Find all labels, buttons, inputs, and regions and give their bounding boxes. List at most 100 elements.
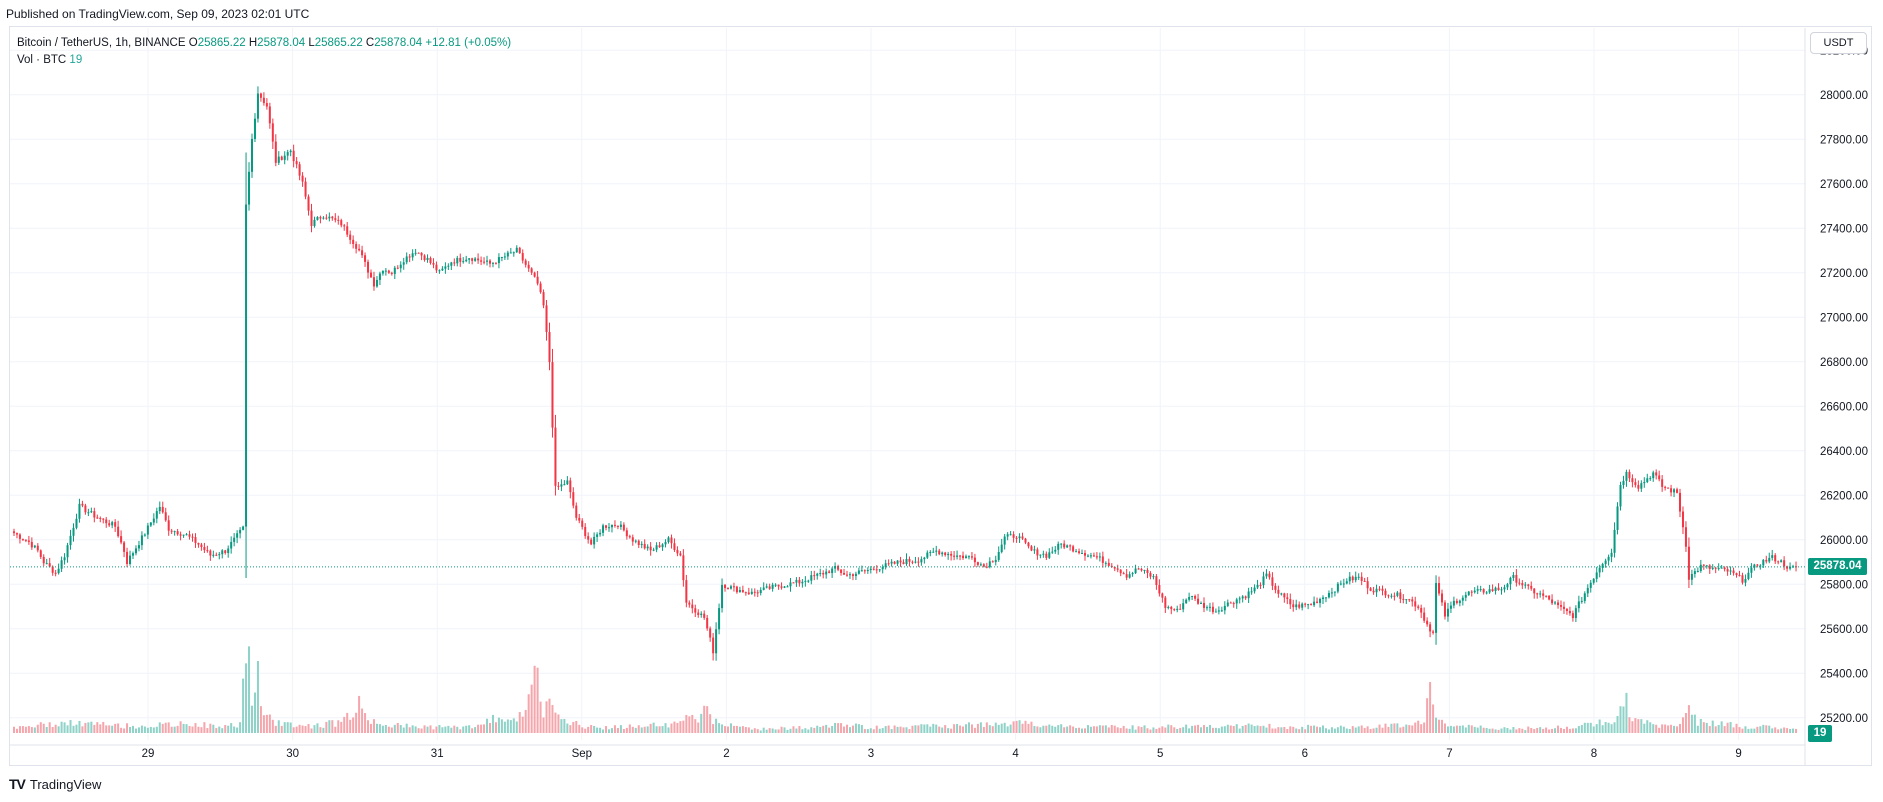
candle-body xyxy=(807,580,810,582)
volume-bar xyxy=(500,719,503,733)
volume-bar xyxy=(105,725,108,733)
volume-bar xyxy=(1628,717,1631,733)
volume-bar xyxy=(197,726,200,733)
candle-body xyxy=(792,582,795,584)
candle-body xyxy=(1220,610,1223,612)
volume-bar xyxy=(1360,725,1363,733)
candle-body xyxy=(652,549,655,551)
symbol-label[interactable]: Bitcoin / TetherUS, 1h, BINANCE xyxy=(17,37,186,49)
candle-body xyxy=(1104,562,1107,564)
candle-body xyxy=(1607,556,1610,561)
volume-bar xyxy=(1574,728,1577,733)
volume-tag: 19 xyxy=(1808,725,1832,742)
candle-body xyxy=(259,93,262,98)
volume-bar xyxy=(1119,728,1122,733)
footer-brand[interactable]: TV TradingView xyxy=(9,776,101,792)
y-tick-label: 28000.00 xyxy=(1820,90,1868,102)
candle-body xyxy=(1158,585,1161,594)
volume-bar xyxy=(866,729,869,733)
candle-body xyxy=(1066,545,1069,548)
volume-bar xyxy=(1559,727,1563,733)
candle-body xyxy=(982,564,985,567)
volume-bar xyxy=(962,726,965,733)
currency-button[interactable]: USDT xyxy=(1810,32,1867,54)
y-tick-label: 27800.00 xyxy=(1820,134,1868,146)
volume-bar xyxy=(1176,728,1179,733)
candle-body xyxy=(1063,543,1066,548)
volume-bar xyxy=(396,722,399,733)
volume-bar xyxy=(483,724,486,733)
volume-bar xyxy=(441,727,444,733)
volume-bar xyxy=(1036,726,1039,733)
volume-bar xyxy=(1732,727,1735,733)
volume-bar xyxy=(575,720,578,733)
volume-bar xyxy=(691,714,694,733)
candle-body xyxy=(964,556,968,559)
candle-body xyxy=(1021,536,1024,539)
candle-body xyxy=(1491,589,1494,591)
volume-bar xyxy=(444,726,447,733)
candle-body xyxy=(1488,589,1491,593)
volume-bar xyxy=(908,729,911,733)
volume-bar xyxy=(1289,726,1292,733)
volume-bar xyxy=(111,725,114,733)
volume-bar xyxy=(1292,726,1295,733)
volume-bar xyxy=(1601,725,1604,733)
volume-bar xyxy=(429,725,432,733)
volume-bar xyxy=(813,727,816,733)
volume-bar xyxy=(610,728,613,733)
volume-bar xyxy=(1670,724,1673,733)
candle-body xyxy=(1176,608,1179,611)
x-tick-label: 9 xyxy=(1735,748,1741,760)
volume-bar xyxy=(518,712,521,733)
candle-body xyxy=(209,550,212,556)
open-value: 25865.22 xyxy=(197,37,246,49)
candle-body xyxy=(688,602,691,605)
candle-body xyxy=(197,542,200,545)
volume-bar xyxy=(129,727,132,733)
candle-body xyxy=(1140,568,1143,571)
candle-body xyxy=(816,573,819,576)
candle-body xyxy=(295,161,298,165)
volume-bar xyxy=(1443,723,1446,733)
volume-bar xyxy=(1432,704,1435,733)
candle-body xyxy=(566,480,569,485)
candle-body xyxy=(72,527,75,536)
candle-body xyxy=(1551,599,1554,604)
volume-bar xyxy=(625,727,628,733)
volume-bar xyxy=(1310,725,1313,733)
volume-bar xyxy=(102,721,105,733)
volume-bar xyxy=(938,726,941,733)
candle-body xyxy=(1506,584,1509,588)
candle-body xyxy=(1253,587,1256,592)
volume-bar xyxy=(1423,722,1426,733)
candle-body xyxy=(1348,576,1351,582)
volume-bar xyxy=(1399,727,1402,733)
volume-bar xyxy=(18,726,21,733)
volume-bar xyxy=(1274,728,1277,733)
volume-bar xyxy=(1643,723,1646,733)
volume-bar xyxy=(337,720,340,733)
x-tick-label: 3 xyxy=(868,748,874,760)
candle-body xyxy=(857,570,860,574)
candle-body xyxy=(515,247,518,253)
volume-bar xyxy=(60,721,63,733)
volume-bar xyxy=(72,725,75,733)
volume-bar xyxy=(200,727,203,733)
candle-body xyxy=(1482,589,1485,593)
candle-body xyxy=(1470,591,1473,593)
candle-body xyxy=(1568,610,1571,614)
volume-bar xyxy=(521,716,524,733)
candle-body xyxy=(697,612,700,615)
volume-bar xyxy=(239,722,242,733)
candle-body xyxy=(253,118,256,139)
candle-body xyxy=(649,546,652,551)
volume-bar xyxy=(411,725,414,733)
volume-bar xyxy=(325,721,328,733)
x-tick-label: 2 xyxy=(723,748,729,760)
candle-body xyxy=(1128,574,1131,578)
volume-bar xyxy=(123,728,126,733)
candle-body xyxy=(804,580,807,582)
volume-label[interactable]: Vol · BTC xyxy=(17,54,67,66)
